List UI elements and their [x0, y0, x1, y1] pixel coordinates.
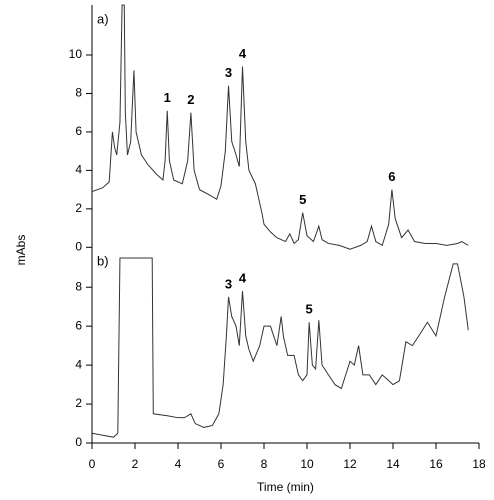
- peak-label: 3: [225, 276, 232, 291]
- panel-label: a): [97, 11, 109, 26]
- x-axis-label: Time (min): [257, 480, 314, 494]
- x-tick-label: 14: [386, 457, 400, 471]
- y-tick-label: 4: [75, 357, 82, 371]
- x-tick-label: 10: [300, 457, 314, 471]
- x-tick-label: 6: [218, 457, 225, 471]
- peak-label: 6: [388, 169, 395, 184]
- y-tick-label: 10: [69, 47, 83, 61]
- y-tick-label: 2: [75, 201, 82, 215]
- peak-label: 4: [239, 46, 247, 61]
- y-tick-label: 4: [75, 163, 82, 177]
- panel-label: b): [97, 253, 109, 268]
- trace: [91, 257, 469, 438]
- x-tick-label: 16: [429, 457, 443, 471]
- y-tick-label: 2: [75, 396, 82, 410]
- peak-label: 2: [187, 92, 194, 107]
- x-tick-label: 8: [261, 457, 268, 471]
- x-tick-label: 18: [472, 457, 486, 471]
- y-tick-label: 0: [75, 239, 82, 253]
- y-tick-label: 8: [75, 86, 82, 100]
- x-tick-label: 2: [132, 457, 139, 471]
- peak-label: 4: [239, 271, 247, 286]
- y-tick-label: 0: [75, 435, 82, 449]
- peak-label: 5: [299, 192, 306, 207]
- y-tick-label: 8: [75, 279, 82, 293]
- x-tick-label: 0: [89, 457, 96, 471]
- trace: [91, 4, 469, 250]
- x-tick-label: 12: [343, 457, 357, 471]
- peak-label: 1: [164, 90, 171, 105]
- y-tick-label: 6: [75, 124, 82, 138]
- peak-label: 5: [306, 302, 313, 317]
- peak-label: 3: [225, 65, 232, 80]
- x-tick-label: 4: [175, 457, 182, 471]
- y-tick-label: 6: [75, 318, 82, 332]
- y-axis-label: mAbs: [14, 235, 28, 266]
